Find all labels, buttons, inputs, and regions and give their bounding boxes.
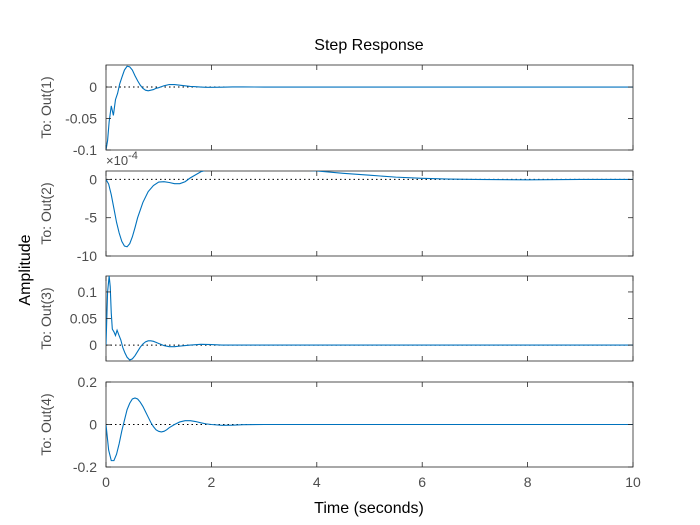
y-tick-label: 0.05	[70, 311, 97, 327]
subplot-label: To: Out(3)	[38, 287, 54, 349]
y-tick-label: 0	[89, 171, 97, 187]
subplot-1: -0.1 -0.05 0 To: Out(1)	[38, 64, 634, 158]
y-tick-label: 0.2	[78, 374, 98, 390]
y-tick-label: -0.05	[65, 111, 97, 127]
y-axis-label: Amplitude	[17, 234, 34, 305]
series-line	[106, 65, 633, 150]
x-tick-label: 10	[625, 474, 641, 490]
subplot-frame	[105, 275, 634, 362]
y-tick-label: -0.1	[73, 142, 97, 158]
y-tick-label: 0.1	[78, 284, 98, 300]
subplot-3: 0 0.05 0.1 To: Out(3)	[38, 275, 634, 362]
subplot-frame	[105, 170, 634, 257]
x-tick-label: 4	[313, 474, 321, 490]
series-line	[106, 397, 633, 462]
series-line	[106, 171, 633, 248]
y-tick-label: 0	[89, 417, 97, 433]
y-tick-label: 0	[89, 337, 97, 353]
chart-title: Step Response	[314, 37, 424, 54]
subplot-2: -10 -5 0 To: Out(2) ×10-4	[38, 150, 634, 264]
y-exponent-label: ×10-4	[106, 150, 138, 168]
subplot-label: To: Out(4)	[38, 393, 54, 455]
x-tick-label: 6	[418, 474, 426, 490]
y-tick-label: -10	[77, 248, 97, 264]
x-axis-label: Time (seconds)	[314, 500, 424, 517]
subplot-frame	[105, 64, 634, 151]
subplot-panels: -0.1 -0.05 0 To: Out(1) -10 -5 0 To: Out(2) ×10-…	[38, 64, 641, 490]
y-tick-label: -0.2	[73, 459, 97, 475]
subplot-4: -0.2 0 0.2 To: Out(4)	[38, 374, 634, 475]
x-tick-label: 2	[208, 474, 216, 490]
subplot-label: To: Out(1)	[38, 76, 54, 138]
y-tick-label: 0	[89, 79, 97, 95]
x-tick-label: 0	[102, 474, 110, 490]
y-exponent-power: -4	[128, 150, 138, 162]
series-line	[106, 276, 633, 361]
y-tick-label: -5	[85, 210, 98, 226]
x-tick-label: 8	[524, 474, 532, 490]
subplot-label: To: Out(2)	[38, 182, 54, 244]
